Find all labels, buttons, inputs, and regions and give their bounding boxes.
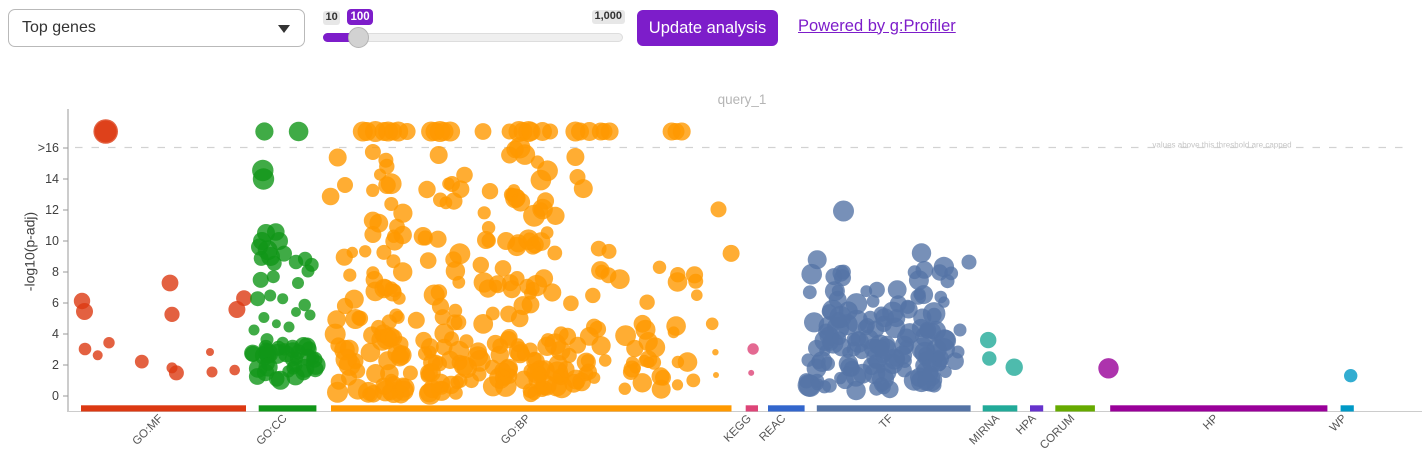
svg-text:HPA: HPA <box>1014 412 1039 437</box>
svg-text:8: 8 <box>52 265 59 279</box>
svg-text:14: 14 <box>45 172 59 186</box>
svg-text:>16: >16 <box>38 141 59 155</box>
svg-text:2: 2 <box>52 358 59 372</box>
svg-text:query_1: query_1 <box>718 92 767 107</box>
svg-text:6: 6 <box>52 296 59 310</box>
svg-text:HP: HP <box>1201 412 1221 432</box>
svg-text:CORUM: CORUM <box>1038 413 1077 452</box>
svg-text:10: 10 <box>45 234 59 248</box>
svg-text:0: 0 <box>52 389 59 403</box>
svg-text:MIRNA: MIRNA <box>967 412 1002 447</box>
svg-text:GO:BP: GO:BP <box>499 412 533 446</box>
svg-text:TF: TF <box>877 413 895 431</box>
svg-text:KEGG: KEGG <box>722 413 754 445</box>
svg-text:-log10(p-adj): -log10(p-adj) <box>22 212 38 291</box>
svg-text:REAC: REAC <box>757 413 788 444</box>
svg-text:GO:MF: GO:MF <box>130 413 165 448</box>
svg-text:GO:CC: GO:CC <box>254 413 289 448</box>
svg-text:4: 4 <box>52 327 59 341</box>
svg-text:WP: WP <box>1328 412 1350 434</box>
svg-text:values above this threshold ar: values above this threshold are capped <box>1152 141 1291 150</box>
svg-text:12: 12 <box>45 203 59 217</box>
